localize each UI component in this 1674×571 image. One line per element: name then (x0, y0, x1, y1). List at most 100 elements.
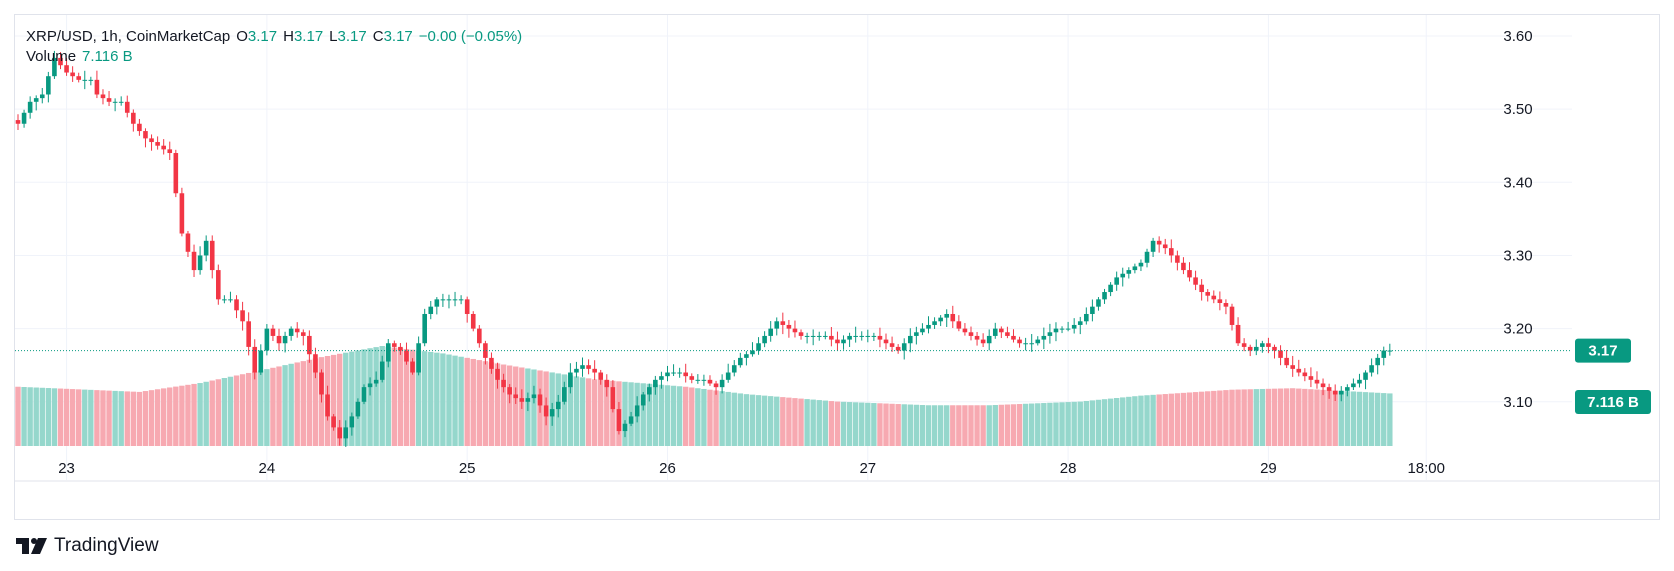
candle-body (665, 372, 670, 377)
candle-body (1005, 332, 1010, 336)
volume-bar (203, 381, 209, 446)
volume-bar (434, 352, 440, 446)
candle-body (1290, 365, 1295, 369)
candle-body (750, 350, 755, 355)
volume-bar (1083, 400, 1090, 446)
candle-body (1308, 376, 1314, 380)
candle-body (980, 339, 986, 344)
time-tick-label: 24 (259, 460, 276, 477)
candle-body (167, 149, 173, 154)
candle-body (731, 365, 737, 373)
volume-bar (1144, 395, 1150, 446)
volume-bar (579, 377, 586, 446)
volume-bar (355, 350, 361, 446)
candle-body (276, 335, 282, 344)
candle-body (191, 251, 197, 271)
candle-body (992, 328, 998, 336)
volume-bar (695, 388, 701, 446)
candle-body (580, 365, 585, 369)
volume-label[interactable]: Volume (26, 48, 77, 65)
volume-bar (610, 380, 616, 446)
volume-bar (343, 352, 349, 446)
candle-body (27, 101, 33, 113)
volume-bar (349, 351, 355, 446)
volume-bar (798, 398, 804, 446)
candle-body (319, 372, 324, 395)
volume-bar (670, 385, 677, 446)
volume-bar (749, 394, 756, 446)
candle-body (246, 321, 251, 347)
volume-bar (45, 388, 52, 446)
volume-bar (221, 378, 228, 446)
volume-bar (1314, 389, 1320, 446)
volume-bar (1198, 391, 1205, 446)
candle-body (1363, 372, 1368, 380)
volume-bar (191, 383, 197, 446)
candle-body (829, 335, 834, 340)
tradingview-brand[interactable]: TradingView (16, 535, 159, 557)
volume-bar (1180, 392, 1187, 446)
candle-body (300, 332, 306, 336)
volume-bar (846, 402, 853, 446)
volume-bar (719, 391, 725, 446)
candle-body (974, 335, 980, 340)
volume-bar (937, 405, 944, 446)
candle-body (816, 335, 822, 337)
volume-bar (482, 361, 489, 446)
candle-body (1302, 372, 1308, 377)
candle-body (1126, 270, 1132, 274)
volume-bar (774, 396, 780, 446)
candle-body (543, 405, 549, 417)
volume-bar (1308, 389, 1314, 446)
volume-bar (409, 349, 416, 446)
candle-body (1041, 335, 1047, 340)
candle-body (1381, 350, 1387, 358)
open-value: 3.17 (247, 28, 278, 45)
candle-body (889, 343, 895, 347)
candle-body (725, 372, 731, 380)
candle-body (659, 376, 664, 380)
candle-body (1023, 343, 1028, 345)
volume-bar (1277, 388, 1284, 446)
volume-bar (865, 402, 871, 446)
volume-bar (944, 405, 950, 446)
candle-body (155, 142, 160, 146)
volume-bar (94, 390, 100, 446)
volume-bar (428, 351, 434, 446)
volume-bar (810, 399, 816, 446)
volume-bar (901, 404, 907, 446)
volume-bar (652, 384, 659, 446)
volume-bar (1150, 394, 1156, 446)
volume-bar (1065, 402, 1071, 446)
brand-name: TradingView (54, 535, 159, 556)
candle-body (252, 346, 258, 373)
candle-body (999, 328, 1004, 333)
candle-body (428, 306, 434, 314)
symbol-title[interactable]: XRP/USD, 1h, CoinMarketCap (26, 28, 231, 45)
volume-bar (209, 380, 215, 446)
volume-bar (1010, 404, 1017, 446)
volume-bar (397, 348, 404, 446)
price-tick-label: 3.20 (1503, 321, 1532, 338)
chart-legend: XRP/USD, 1h, CoinMarketCap O 3.17 H 3.17 L… (26, 27, 528, 67)
volume-bar (167, 387, 173, 446)
candle-body (228, 299, 233, 301)
candle-body (52, 57, 57, 77)
candle-body (1138, 262, 1144, 267)
candle-body (653, 379, 658, 388)
volume-bar (895, 404, 901, 446)
volume-bar (1290, 388, 1296, 446)
last-price-tag (1575, 338, 1631, 363)
volume-bar (63, 388, 70, 446)
candle-body (76, 76, 81, 80)
volume-bar (1168, 393, 1174, 446)
candle-body (240, 310, 245, 322)
candle-body (634, 405, 640, 417)
candle-body (640, 394, 646, 406)
candle-body (738, 357, 743, 366)
volume-bar (1296, 388, 1302, 446)
volume-bar (179, 385, 185, 446)
volume-bar (585, 378, 592, 446)
volume-bar (373, 347, 379, 446)
